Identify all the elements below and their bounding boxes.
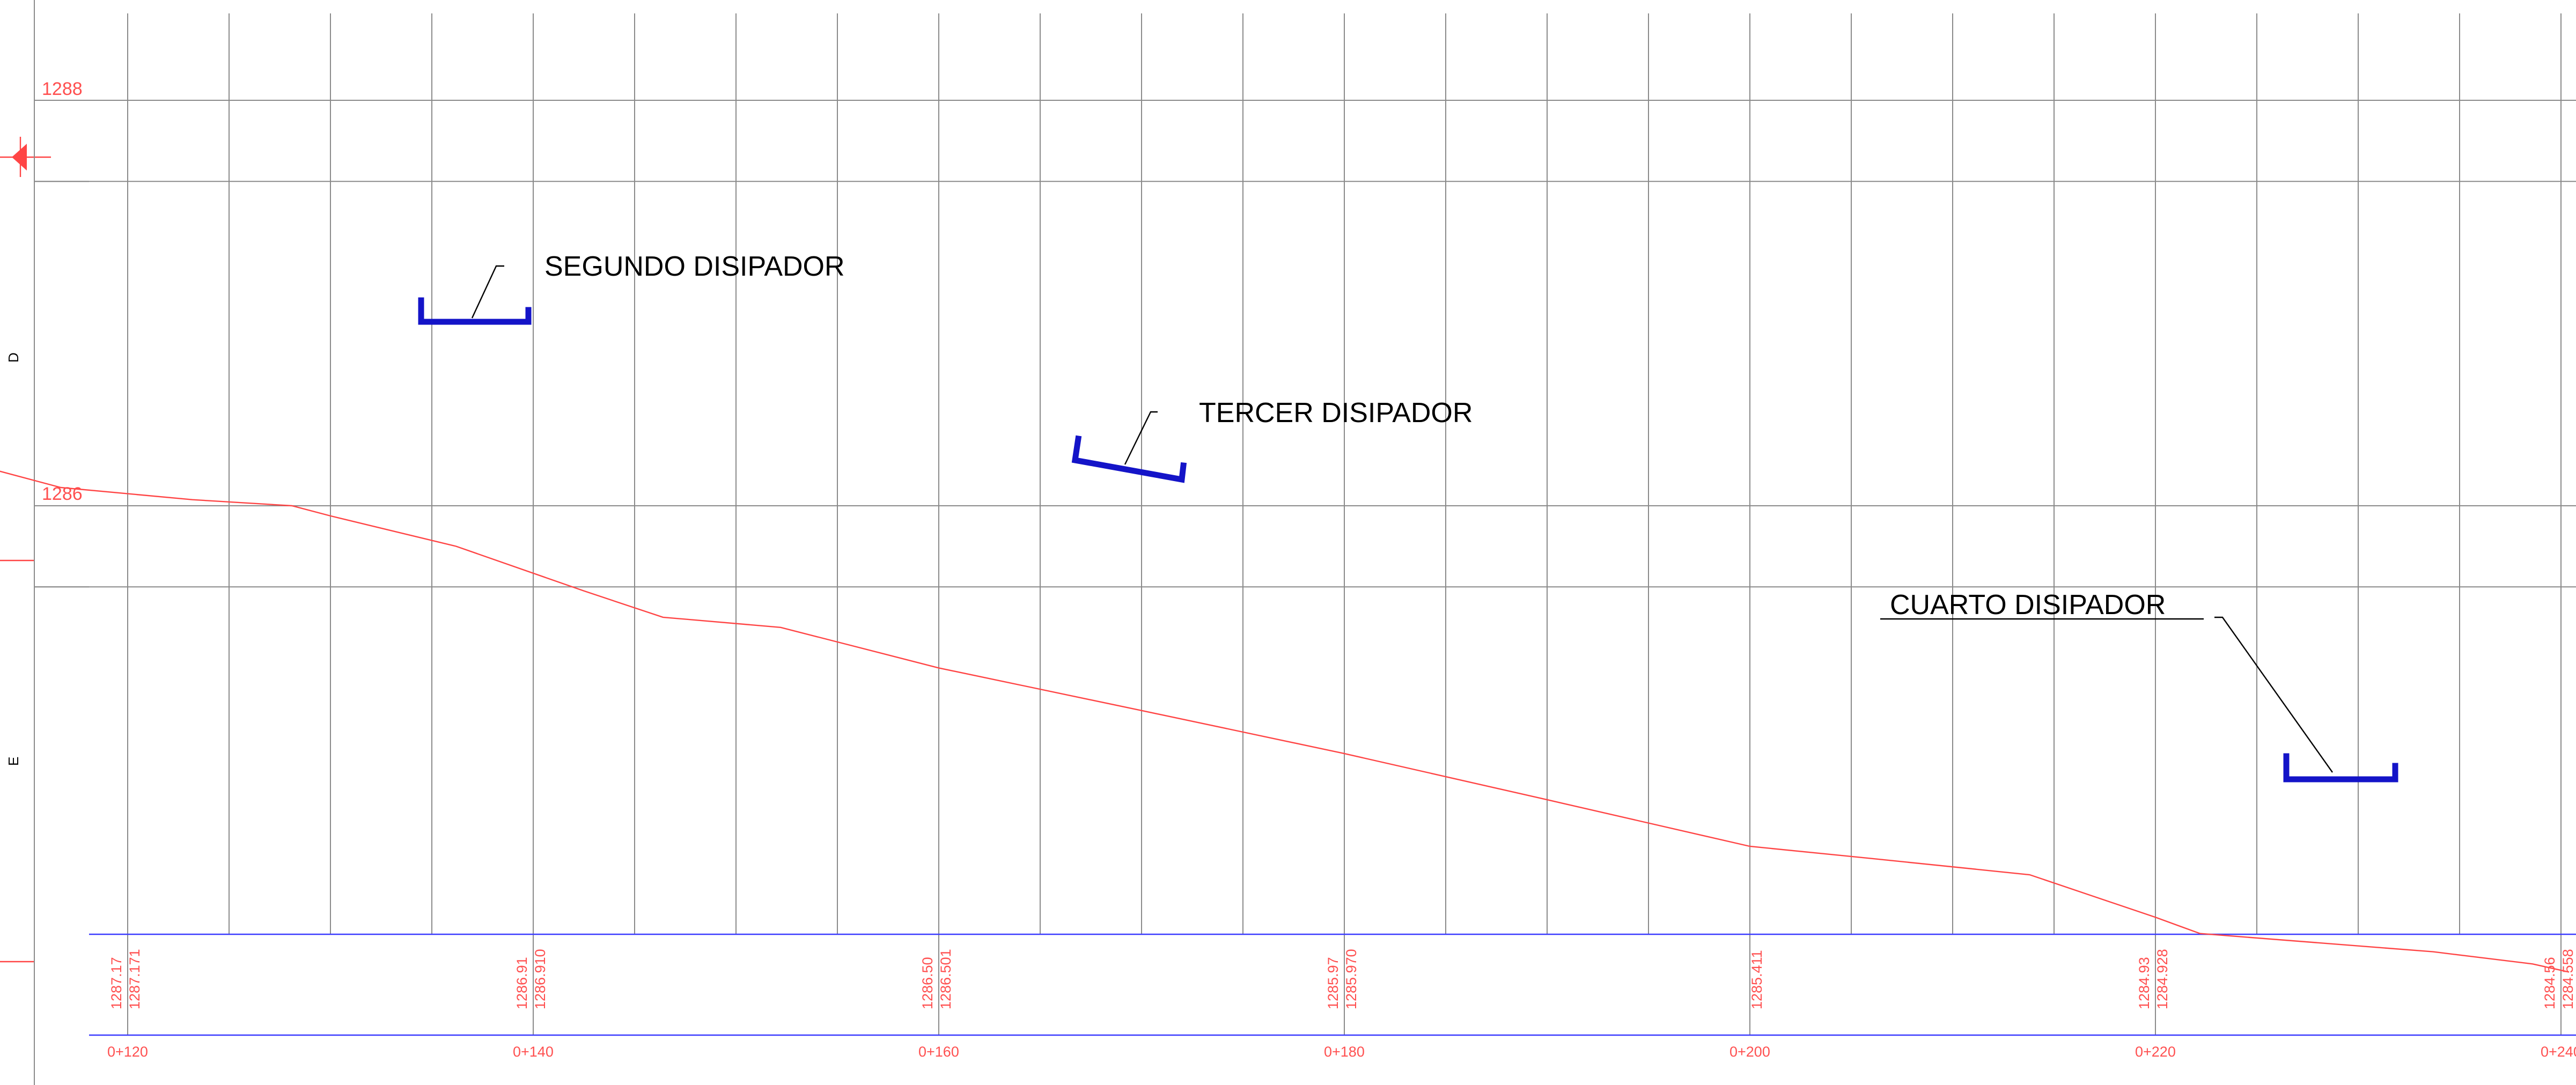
station-label: 0+240 xyxy=(2541,1044,2576,1060)
elevation-label-1288: 1288 xyxy=(42,79,83,99)
left-margin-marks xyxy=(0,137,51,963)
station-elevation-a: 1286.91 xyxy=(514,957,530,1009)
elevation-label-1286: 1286 xyxy=(42,484,83,504)
station-label: 0+140 xyxy=(513,1044,554,1060)
station-elevation-b: 1286.910 xyxy=(532,949,548,1009)
dissipator-label-cuarto: CUARTO DISIPADOR xyxy=(1890,589,2166,621)
station-elevation-b: 1286.501 xyxy=(938,949,954,1009)
station-0+160: 1286.50 1286.501 0+160 xyxy=(918,949,959,1060)
station-0+120: 1287.17 1287.171 0+120 xyxy=(107,949,148,1060)
level-marker-icon xyxy=(12,144,27,171)
ground-profile-line xyxy=(0,470,2570,973)
station-elevation-b: 1284.928 xyxy=(2154,949,2170,1009)
station-label: 0+220 xyxy=(2135,1044,2176,1060)
station-label: 0+160 xyxy=(918,1044,959,1060)
station-elevation-a: 1286.50 xyxy=(919,957,936,1009)
station-elevation-b: 1284.558 xyxy=(2560,949,2576,1009)
station-label: 0+180 xyxy=(1324,1044,1365,1060)
station-band-lines xyxy=(89,933,2576,1036)
station-0+200: 1285.411 0+200 xyxy=(1729,950,1770,1060)
station-label: 0+120 xyxy=(107,1044,148,1060)
station-elevation-b: 1285.411 xyxy=(1749,950,1765,1009)
station-elevation-b: 1285.970 xyxy=(1343,949,1359,1009)
vertical-grid-lines xyxy=(127,13,2562,1035)
station-elevation-a: 1284.56 xyxy=(2542,957,2558,1009)
station-0+180: 1285.97 1285.970 0+180 xyxy=(1324,949,1365,1060)
side-letter-d: D xyxy=(5,352,21,363)
station-elevation-a: 1284.93 xyxy=(2136,957,2152,1009)
station-elevation-a: 1285.97 xyxy=(1325,957,1341,1009)
station-0+140: 1286.91 1286.910 0+140 xyxy=(513,949,554,1060)
station-annotations: 1287.17 1287.171 0+120 1286.91 1286.910 0+140… xyxy=(107,949,2576,1060)
leader-line-3 xyxy=(1124,411,1158,465)
leader-line-2 xyxy=(471,265,504,319)
dissipator-symbol-2 xyxy=(418,297,532,325)
dissipator-label-segundo: SEGUNDO DISIPADOR xyxy=(544,251,845,282)
dissipator-label-tercer: TERCER DISIPADOR xyxy=(1199,397,1473,429)
side-letter-e: E xyxy=(5,757,21,766)
station-label: 0+200 xyxy=(1729,1044,1770,1060)
station-0+220: 1284.93 1284.928 0+220 xyxy=(2135,949,2176,1060)
leader-line-4 xyxy=(2214,616,2333,773)
dissipator-symbol-4 xyxy=(2283,753,2398,783)
station-elevation-b: 1287.171 xyxy=(127,949,143,1009)
station-elevation-a: 1287.17 xyxy=(108,957,124,1009)
horizontal-grid-lines xyxy=(34,100,2576,588)
dissipator-symbol-3 xyxy=(1071,435,1187,483)
